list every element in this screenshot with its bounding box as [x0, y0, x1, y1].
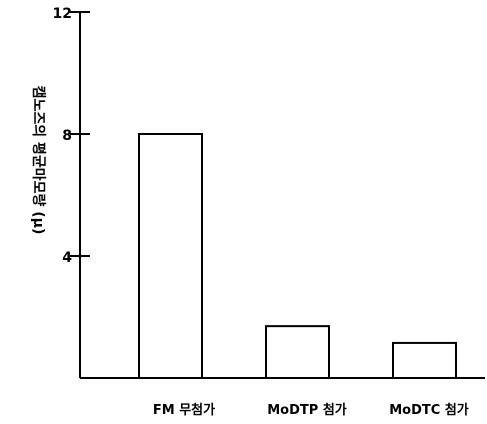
x-category-label-1: FM 무첨가	[153, 402, 215, 418]
y-tick-label-8: 8	[62, 128, 72, 144]
x-category-labels: FM 무첨가 MoDTP 첨가 MoDTC 첨가	[153, 402, 469, 418]
bar-1	[138, 133, 203, 379]
y-tick-label-12: 12	[53, 6, 72, 22]
y-axis-label: 캠노즈의 평균마모량 (μ)	[30, 86, 47, 235]
y-tick-label-4: 4	[62, 250, 72, 266]
bar-3	[392, 341, 457, 379]
bar-2	[265, 325, 330, 379]
x-category-label-3: MoDTC 첨가	[389, 402, 469, 418]
x-category-label-2: MoDTP 첨가	[267, 402, 347, 418]
y-ticks: 4 8 12	[53, 6, 90, 266]
bars-layer	[138, 133, 457, 379]
